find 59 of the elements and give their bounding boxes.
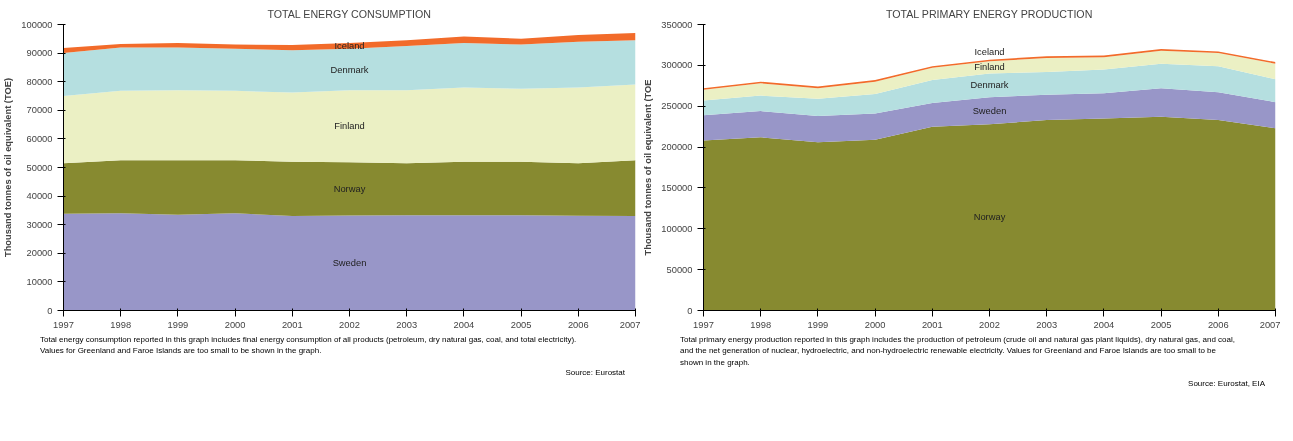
- x-tick-label: 2000: [224, 319, 246, 330]
- x-tick-label: 2003: [1036, 319, 1058, 330]
- text: Total energy consumption reported in this graph includes final energy consumption of all products (petroleum, dry natural gas, coal, and total electricity). Values for Greenland and Faroe Islands are too small to be shown in the graph.: [40, 334, 578, 357]
- y-tick-label: 0: [687, 305, 693, 316]
- y-tick-label: 50000: [666, 264, 693, 275]
- series-label: Sweden: [332, 258, 367, 269]
- x-tick-label: 1999: [807, 319, 829, 330]
- x-tick-label: 2001: [921, 319, 943, 330]
- x-tick-label: 2004: [453, 319, 475, 330]
- y-tick-label: 20000: [26, 248, 53, 259]
- x-tick-label: 2005: [1150, 319, 1172, 330]
- source-note: Source: Eurostat, EIA: [1188, 378, 1265, 390]
- chart-title: TOTAL ENERGY CONSUMPTION: [267, 7, 432, 20]
- source-note: Source: Eurostat: [565, 366, 625, 379]
- x-tick-label: 2000: [864, 319, 886, 330]
- series-label: Denmark: [970, 80, 1009, 91]
- y-tick-label: 90000: [26, 48, 53, 59]
- x-tick-label: 2005: [510, 319, 532, 330]
- chart-title: TOTAL PRIMARY ENERGY PRODUCTION: [885, 7, 1093, 20]
- y-tick-label: 60000: [26, 133, 53, 144]
- x-tick-label: 2001: [281, 319, 303, 330]
- series-label: Norway: [973, 212, 1006, 223]
- y-tick-label: 150000: [661, 182, 693, 193]
- y-tick-label: 80000: [26, 76, 53, 87]
- x-tick-label: 1998: [110, 319, 132, 330]
- series-label: Finland: [974, 62, 1005, 73]
- y-tick-label: 10000: [26, 276, 53, 287]
- y-tick-label: 250000: [661, 101, 693, 112]
- series-label: Sweden: [972, 105, 1007, 116]
- x-tick-label: 2002: [979, 319, 1000, 330]
- text: Total primary energy production reported in this graph includes the production of petroleum (crude oil and natural gas plant liquids), dry natural gas, and coal, and the net generation of nuclear, hydroelectric, and non-hydroelectric renewable electricity. Values for Greenland and Faroe Islands are too small to be shown in the graph.: [680, 334, 1236, 369]
- y-tick-label: 40000: [26, 191, 53, 202]
- x-tick-label: 2004: [1093, 319, 1115, 330]
- x-tick-label: 1999: [167, 319, 189, 330]
- y-tick-label: 30000: [26, 219, 53, 230]
- y-tick-label: 0: [47, 305, 53, 316]
- y-tick-label: 50000: [26, 162, 53, 173]
- y-tick-label: 200000: [661, 142, 693, 153]
- x-tick-label: 2007: [619, 319, 641, 330]
- x-tick-label: 2006: [567, 319, 589, 330]
- x-tick-label: 2006: [1207, 319, 1229, 330]
- series-label: Finland: [334, 121, 365, 132]
- x-tick-label: 2002: [339, 319, 360, 330]
- y-axis-title: Thousand tonnes of oil equivalent (TOE: [643, 79, 654, 256]
- series-label: Denmark: [330, 64, 369, 75]
- y-axis-title: Thousand tonnes of oil equivalent (TOE): [3, 77, 14, 258]
- series-label: Norway: [333, 183, 366, 194]
- y-tick-label: 100000: [21, 19, 53, 30]
- series-label: Iceland: [334, 40, 365, 51]
- x-tick-label: 2003: [396, 319, 418, 330]
- x-tick-label: 1998: [750, 319, 772, 330]
- series-label: Iceland: [974, 46, 1005, 57]
- y-tick-label: 300000: [661, 60, 693, 71]
- y-tick-label: 70000: [26, 105, 53, 116]
- y-tick-label: 100000: [661, 223, 693, 234]
- x-tick-label: 2007: [1259, 319, 1281, 330]
- y-tick-label: 350000: [661, 19, 693, 30]
- x-tick-label: 1997: [53, 319, 74, 330]
- x-tick-label: 1997: [693, 319, 714, 330]
